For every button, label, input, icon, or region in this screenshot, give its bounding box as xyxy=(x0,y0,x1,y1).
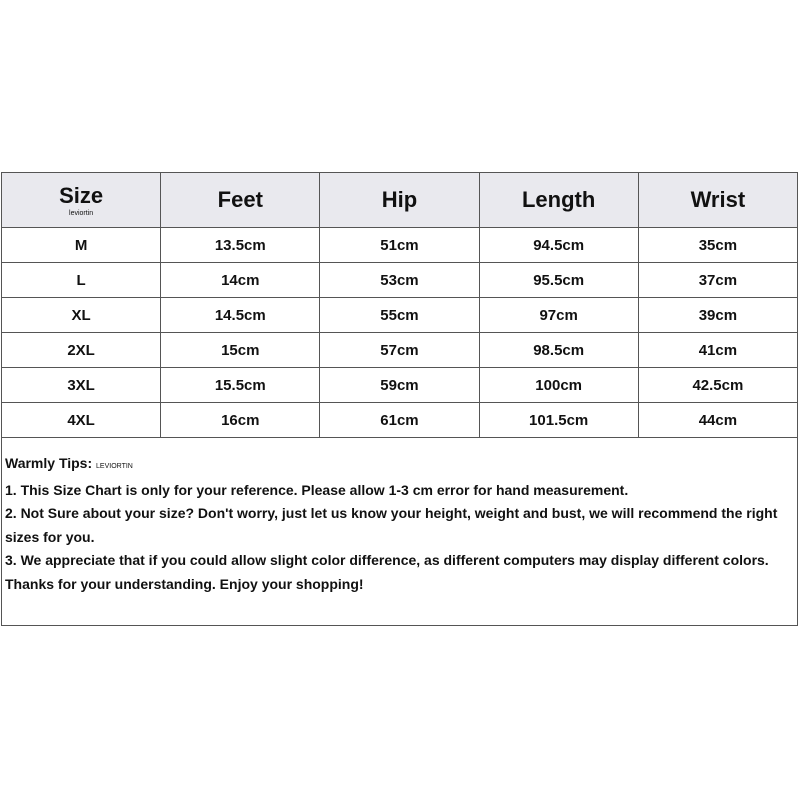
measure-cell: 61cm xyxy=(319,402,480,438)
tip-line: 1. This Size Chart is only for your refe… xyxy=(5,481,629,498)
measure-cell: 51cm xyxy=(319,227,480,263)
size-cell: L xyxy=(0,262,162,298)
header-cell: Feet xyxy=(160,172,321,228)
measure-cell: 59cm xyxy=(319,367,480,403)
measure-cell: 94.5cm xyxy=(478,227,639,263)
size-row: L 14cm 53cm 95.5cm 37cm xyxy=(0,262,799,298)
tip-line: 2. Not Sure about your size? Don't worry… xyxy=(5,505,778,545)
measure-cell: 57cm xyxy=(319,332,480,368)
size-cell: 2XL xyxy=(0,332,162,368)
measure-cell: 14cm xyxy=(160,262,321,298)
size-cell: 3XL xyxy=(0,367,162,403)
measure-cell: 42.5cm xyxy=(637,367,799,403)
size-row: 3XL 15.5cm 59cm 100cm 42.5cm xyxy=(0,367,799,403)
measure-cell: 101.5cm xyxy=(478,402,639,438)
size-row: XL 14.5cm 55cm 97cm 39cm xyxy=(0,297,799,333)
measure-cell: 55cm xyxy=(319,297,480,333)
size-cell: M xyxy=(0,227,162,263)
tips-heading: Warmly Tips: LEVIORTIN xyxy=(5,452,795,479)
measure-cell: 44cm xyxy=(637,402,799,438)
measure-cell: 15cm xyxy=(160,332,321,368)
measure-cell: 13.5cm xyxy=(160,227,321,263)
size-row: M 13.5cm 51cm 94.5cm 35cm xyxy=(0,227,799,263)
measure-cell: 14.5cm xyxy=(160,297,321,333)
measure-cell: 97cm xyxy=(478,297,639,333)
measure-cell: 39cm xyxy=(637,297,799,333)
header-cell: Length xyxy=(478,172,639,228)
tip-line: Thanks for your understanding. Enjoy you… xyxy=(5,575,364,592)
size-header: Size xyxy=(59,183,104,208)
size-row: 4XL 16cm 61cm 101.5cm 44cm xyxy=(0,402,799,438)
tip-line: 3. We appreciate that if you could allow… xyxy=(5,552,769,568)
measure-cell: 16cm xyxy=(160,402,321,438)
tips-label: Warmly Tips: xyxy=(5,455,93,471)
size-row: 2XL 15cm 57cm 98.5cm 41cm xyxy=(0,332,799,368)
measure-cell: 41cm xyxy=(637,332,799,368)
measure-cell: 95.5cm xyxy=(478,262,639,298)
header-cell: Hip xyxy=(319,172,480,228)
size-table: Size leviortin Feet Hip Length Wrist M 13.5cm 51… xyxy=(0,172,799,438)
size-cell: XL xyxy=(0,297,162,333)
tips-box: Warmly Tips: LEVIORTIN 1. This Size Char… xyxy=(1,438,798,626)
measure-cell: 100cm xyxy=(478,367,639,403)
size-cell: 4XL xyxy=(0,402,162,438)
header-cell: Size leviortin xyxy=(0,172,162,228)
size-chart: Size leviortin Feet Hip Length Wrist M 13.5cm 51… xyxy=(0,172,799,626)
tips-brand: LEVIORTIN xyxy=(96,463,133,470)
header-cell: Wrist xyxy=(637,172,799,228)
measure-cell: 35cm xyxy=(637,227,799,263)
measure-cell: 98.5cm xyxy=(478,332,639,368)
measure-cell: 53cm xyxy=(319,262,480,298)
size-note: leviortin xyxy=(69,210,94,217)
measure-cell: 37cm xyxy=(637,262,799,298)
measure-cell: 15.5cm xyxy=(160,367,321,403)
header-row: Size leviortin Feet Hip Length Wrist xyxy=(0,172,799,228)
tips-lines: 1. This Size Chart is only for your refe… xyxy=(5,479,795,597)
